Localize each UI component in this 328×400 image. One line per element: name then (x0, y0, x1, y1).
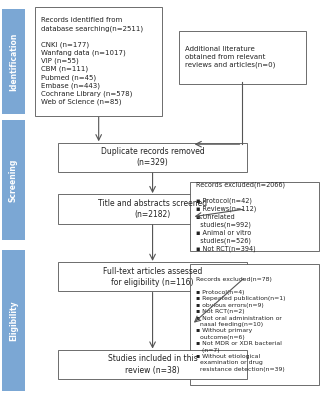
FancyBboxPatch shape (35, 7, 162, 116)
FancyBboxPatch shape (2, 120, 25, 240)
Text: Title and abstracts screened
(n=2182): Title and abstracts screened (n=2182) (98, 199, 207, 219)
Text: Studies included in this
review (n=38): Studies included in this review (n=38) (108, 354, 197, 375)
FancyBboxPatch shape (58, 350, 247, 379)
Text: Identification: Identification (9, 32, 18, 91)
FancyBboxPatch shape (179, 31, 306, 84)
Text: Eligibility: Eligibility (9, 300, 18, 341)
FancyBboxPatch shape (58, 194, 247, 224)
Text: Full-text articles assessed
for eligibility (n=116): Full-text articles assessed for eligibil… (103, 266, 202, 287)
Text: Additional literature
obtained from relevant
reviews and articles(n=0): Additional literature obtained from rele… (185, 46, 275, 68)
Text: Records identified from
database searching(n=2511)

CNKI (n=177)
Wanfang data (n: Records identified from database searchi… (41, 18, 143, 106)
Text: Duplicate records removed
(n=329): Duplicate records removed (n=329) (101, 147, 204, 167)
FancyBboxPatch shape (58, 143, 247, 172)
FancyBboxPatch shape (58, 262, 247, 291)
FancyBboxPatch shape (191, 264, 319, 385)
FancyBboxPatch shape (2, 250, 25, 391)
Text: Records excluded(n=78)

▪ Protocol(n=4)
▪ Repeated publication(n=1)
▪ obvious er: Records excluded(n=78) ▪ Protocol(n=4) ▪… (196, 277, 285, 372)
FancyBboxPatch shape (191, 182, 319, 252)
Text: Records excluded(n=2066)

▪ Protocol(n=42)
▪ Reviews(n=112)
▪ Unrelated
  studie: Records excluded(n=2066) ▪ Protocol(n=42… (196, 182, 285, 252)
Text: Screening: Screening (9, 158, 18, 202)
FancyBboxPatch shape (2, 9, 25, 114)
